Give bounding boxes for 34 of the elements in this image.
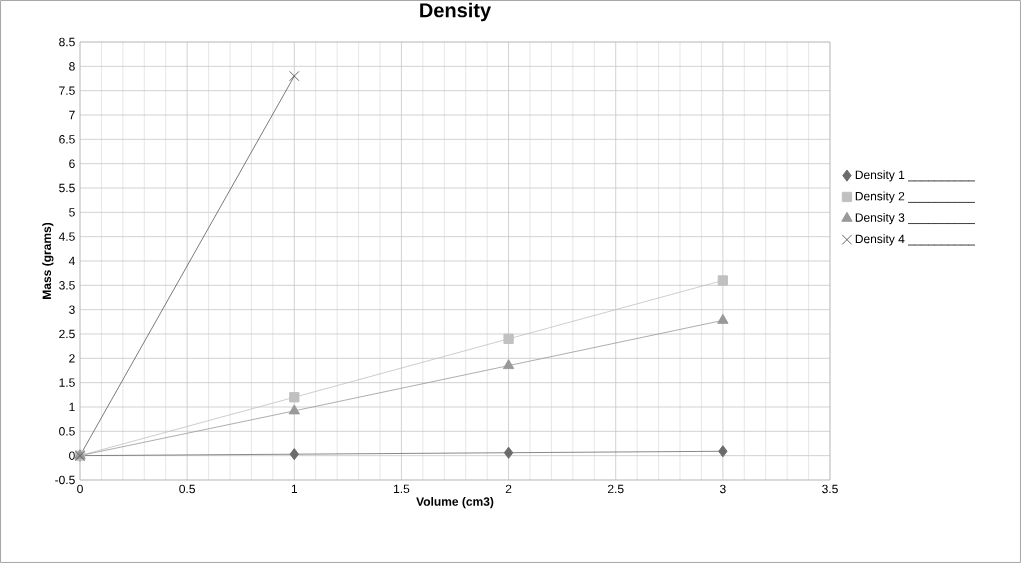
y-tick-label: 5 — [69, 208, 75, 217]
y-tick-label: 8 — [69, 62, 75, 71]
x-tick-label: 0.5 — [179, 484, 195, 494]
x-tick-label: 1 — [291, 484, 298, 493]
y-tick-label: 2 — [69, 354, 75, 363]
x-tick-label: 2.5 — [607, 484, 624, 494]
legend-label: Density 3 __________ — [855, 212, 976, 225]
y-tick-label: 8.5 — [59, 37, 75, 47]
x-tick-label: 3 — [719, 484, 726, 494]
legend-label: Density 4 __________ — [855, 234, 976, 246]
x-tick-label: 0 — [77, 484, 83, 494]
y-tick-label: 4 — [68, 256, 75, 266]
y-tick-label: 3.5 — [59, 281, 75, 290]
chart-title: Density — [420, 2, 492, 22]
y-tick-label: 7 — [69, 110, 75, 120]
y-tick-label: 0 — [69, 451, 75, 460]
y-tick-label: 1.5 — [59, 378, 75, 387]
y-tick-label: 0.5 — [59, 427, 75, 436]
y-tick-label: 1 — [69, 402, 75, 412]
x-axis-title: Volume (cm3) — [416, 497, 494, 509]
y-tick-label: 7.5 — [59, 86, 75, 95]
y-tick-label: 5.5 — [59, 183, 75, 193]
y-tick-label: 4.5 — [58, 232, 75, 241]
y-tick-label: -0.5 — [55, 475, 75, 485]
legend-label: Density 1 __________ — [855, 170, 976, 182]
y-tick-label: 6 — [69, 159, 75, 168]
y-tick-label: 3 — [69, 305, 75, 314]
x-tick-label: 2 — [505, 484, 512, 494]
y-axis-title: Mass (grams) — [42, 222, 54, 299]
y-tick-label: 6.5 — [59, 135, 75, 144]
y-tick-label: 2.5 — [59, 329, 75, 339]
x-tick-label: 3.5 — [822, 484, 838, 494]
x-tick-label: 1.5 — [394, 484, 410, 494]
legend-label: Density 2 __________ — [855, 191, 976, 203]
